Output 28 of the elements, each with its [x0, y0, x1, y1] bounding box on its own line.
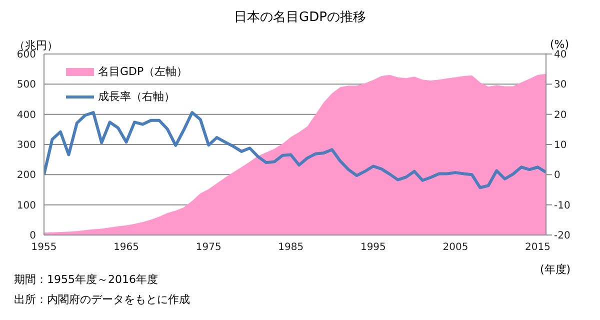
x-tick-label: 2005: [442, 242, 468, 254]
x-tick-label: 1975: [196, 242, 222, 254]
y2-axis-title: (%): [550, 38, 570, 51]
y2-tick-label: 40: [554, 50, 567, 61]
x-tick-label: 1995: [360, 242, 386, 254]
legend-label: 名目GDP（左軸）: [98, 64, 188, 79]
y-tick-label: 0: [30, 230, 36, 242]
y-tick-label: 400: [16, 110, 36, 121]
y-tick-label: 200: [16, 170, 36, 182]
y2-tick-label: 0: [554, 170, 560, 182]
x-tick-label: 1965: [114, 242, 140, 254]
text: 出所：内閣府のデータをもとに作成: [14, 292, 190, 307]
x-tick-label: 2015: [525, 242, 550, 254]
y2-tick-label: 10: [554, 140, 567, 152]
y2-tick-label: 20: [554, 110, 567, 121]
text: 期間：1955年度～2016年度: [14, 272, 158, 287]
y2-tick-label: 30: [554, 80, 567, 91]
chart-title: 日本の名目GDPの推移: [233, 9, 367, 26]
y-tick-label: 300: [16, 140, 36, 152]
legend-label: 成長率（右軸）: [98, 89, 175, 104]
y2-tick-label: -10: [554, 200, 570, 212]
x-tick-label: 1985: [278, 242, 304, 254]
x-tick-label: 1955: [31, 242, 57, 254]
y-tick-label: 500: [16, 80, 36, 91]
y-tick-label: 100: [16, 200, 36, 212]
y-tick-label: 600: [16, 50, 36, 61]
x-axis-title: (年度): [540, 262, 571, 277]
y2-tick-label: -20: [554, 230, 570, 242]
